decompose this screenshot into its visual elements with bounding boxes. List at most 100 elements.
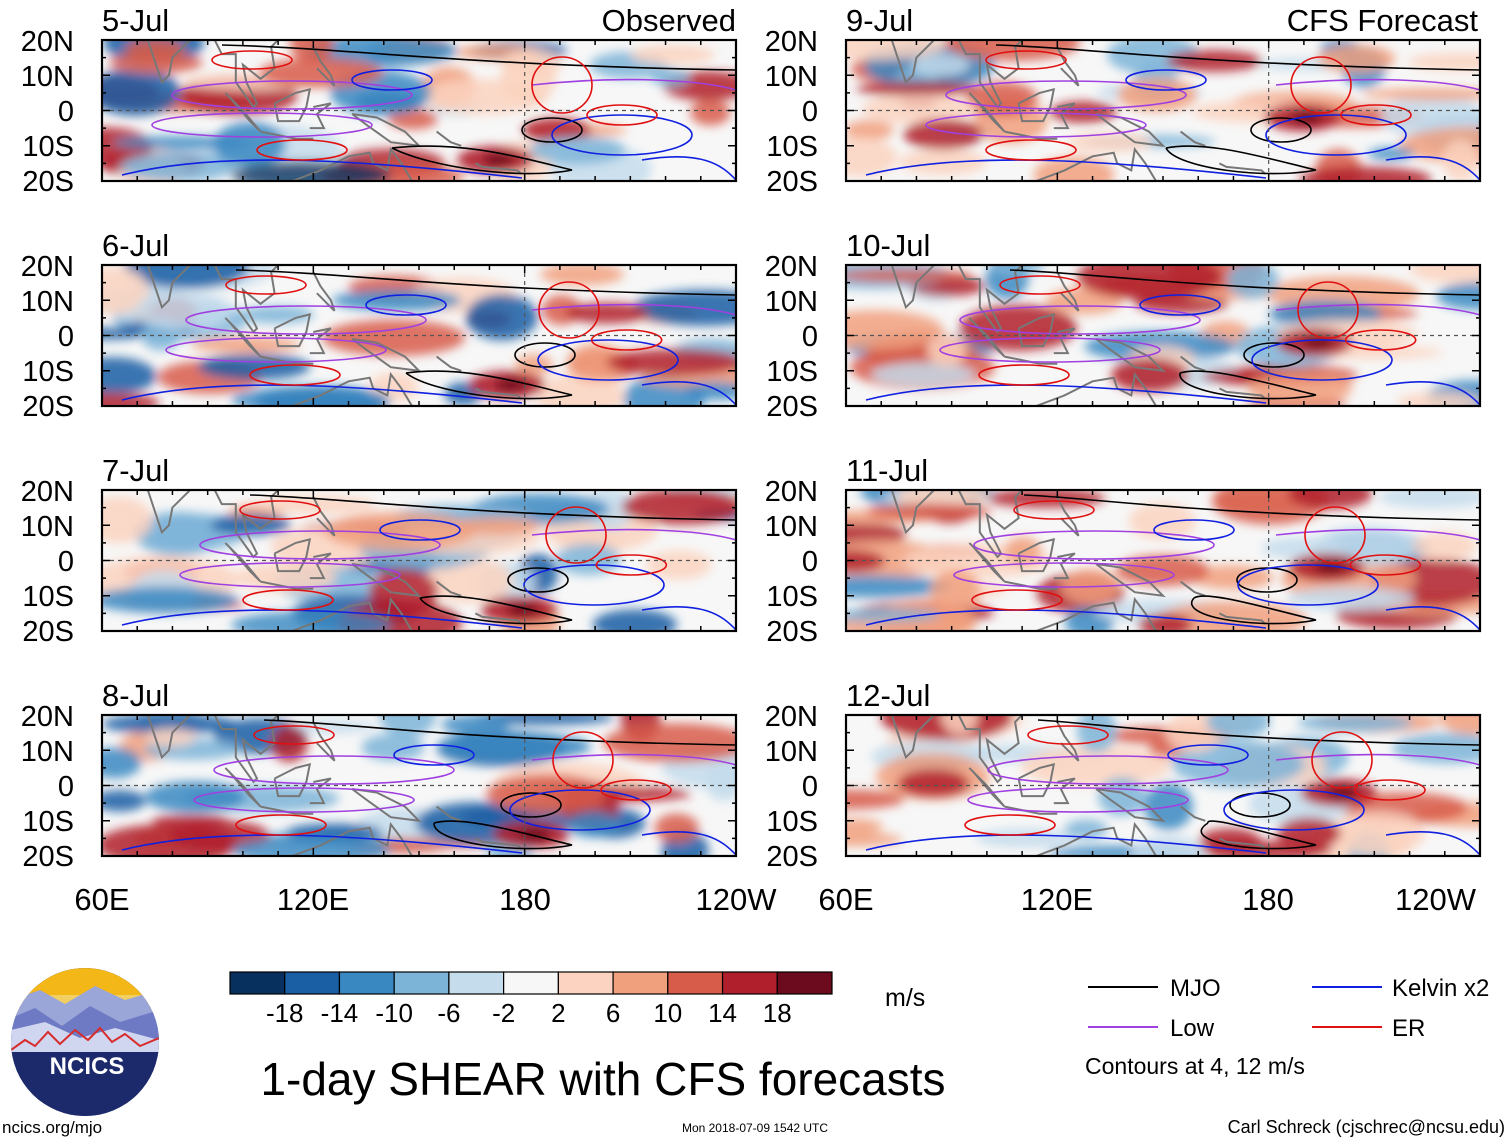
panel-date: 11-Jul xyxy=(846,453,928,488)
lat-label: 0 xyxy=(802,321,818,353)
lat-label: 20S xyxy=(22,166,74,198)
figure-title: 1-day SHEAR with CFS forecasts xyxy=(260,1053,945,1105)
wave-contours xyxy=(121,44,736,181)
colorbar-tick-label: -10 xyxy=(375,998,413,1028)
lon-label: 120E xyxy=(277,882,349,917)
lat-label: 0 xyxy=(58,771,74,803)
lat-label: 10S xyxy=(22,356,74,388)
lat-label: 20N xyxy=(21,26,74,58)
colorbar-tick-label: -14 xyxy=(321,998,359,1028)
ncics-logo: NCICS xyxy=(11,968,159,1116)
wave-contours xyxy=(121,269,736,406)
lat-label: 10S xyxy=(766,581,818,613)
lat-label: 20S xyxy=(22,391,74,423)
colorbar-tick-label: -2 xyxy=(492,998,515,1028)
lat-label: 20N xyxy=(765,476,818,508)
lat-label: 20S xyxy=(22,841,74,873)
lon-label: 60E xyxy=(818,882,873,917)
lat-label: 20S xyxy=(766,616,818,648)
footer-url: ncics.org/mjo xyxy=(2,1118,102,1137)
legend: MJO Kelvin x2 Low ER Contours at 4, 12 m… xyxy=(1085,975,1489,1079)
wave-contours xyxy=(865,494,1480,631)
colorbar-tick-label: -18 xyxy=(266,998,304,1028)
lat-label: 10N xyxy=(21,736,74,768)
lat-label: 10S xyxy=(22,806,74,838)
colorbar-swatch xyxy=(338,971,395,995)
lat-label: 10N xyxy=(765,61,818,93)
forecast-label: CFS Forecast xyxy=(1287,3,1479,38)
colorbar-swatch xyxy=(448,971,505,995)
lat-label: 10S xyxy=(766,131,818,163)
lat-label: 10S xyxy=(766,806,818,838)
lon-label: 60E xyxy=(74,882,129,917)
colorbar-tick-label: 6 xyxy=(606,998,620,1028)
lat-label: 20S xyxy=(766,166,818,198)
coastline xyxy=(890,265,1266,406)
colorbar-tick-label: 18 xyxy=(763,998,792,1028)
colorbar-tick-label: 10 xyxy=(653,998,682,1028)
lon-label: 120E xyxy=(1021,882,1093,917)
colorbar-swatch xyxy=(776,971,833,995)
legend-label-mjo: MJO xyxy=(1170,975,1221,1002)
legend-label-low: Low xyxy=(1170,1015,1215,1042)
lon-axis-left: 60E 120E 180 120W xyxy=(74,882,777,917)
lon-label: 180 xyxy=(499,882,551,917)
contours-note: Contours at 4, 12 m/s xyxy=(1085,1053,1305,1079)
colorbar-swatch xyxy=(503,971,559,995)
panel-date: 12-Jul xyxy=(846,678,930,713)
wave-contours xyxy=(865,44,1480,181)
wave-contours xyxy=(121,494,736,631)
colorbar-swatch xyxy=(557,971,614,995)
logo-text: NCICS xyxy=(50,1053,125,1080)
lat-label: 0 xyxy=(802,771,818,803)
coastline xyxy=(146,715,522,856)
lat-label: 0 xyxy=(802,96,818,128)
colorbar-swatch xyxy=(721,971,778,995)
colorbar-tick-label: 14 xyxy=(708,998,737,1028)
lat-label: 20S xyxy=(766,841,818,873)
lat-label: 10N xyxy=(21,511,74,543)
colorbar-swatch xyxy=(284,971,341,995)
lat-label: 10N xyxy=(765,286,818,318)
lon-label: 120W xyxy=(1395,882,1477,917)
coastline xyxy=(146,265,522,406)
lat-label: 10N xyxy=(21,61,74,93)
wave-contours xyxy=(865,269,1480,406)
lat-label: 10S xyxy=(766,356,818,388)
panel-date: 6-Jul xyxy=(102,228,169,263)
panel-date: 9-Jul xyxy=(846,3,913,38)
wave-contours xyxy=(121,719,736,856)
lat-label: 10N xyxy=(21,286,74,318)
map-panels: 5-Jul20N10N010S20S6-Jul20N10N010S20S7-Ju… xyxy=(21,3,1482,873)
colorbar-swatch xyxy=(229,971,286,995)
lat-label: 20N xyxy=(21,701,74,733)
colorbar-units: m/s xyxy=(885,984,925,1012)
lat-label: 20N xyxy=(765,26,818,58)
panel-date: 10-Jul xyxy=(846,228,930,263)
lat-label: 0 xyxy=(58,546,74,578)
lat-label: 20S xyxy=(22,616,74,648)
lat-label: 20N xyxy=(765,251,818,283)
legend-label-kelvin: Kelvin x2 xyxy=(1392,975,1489,1002)
colorbar-tick-label: -6 xyxy=(437,998,460,1028)
lat-label: 0 xyxy=(802,546,818,578)
lat-label: 0 xyxy=(58,321,74,353)
panel-date: 7-Jul xyxy=(102,453,169,488)
lat-label: 10N xyxy=(765,736,818,768)
legend-label-er: ER xyxy=(1392,1015,1425,1042)
lat-label: 0 xyxy=(58,96,74,128)
lat-label: 20N xyxy=(21,476,74,508)
coastline xyxy=(890,715,1266,856)
lat-label: 20N xyxy=(21,251,74,283)
wave-contours xyxy=(865,719,1480,856)
colorbar-swatch xyxy=(393,971,450,995)
footer-timestamp: Mon 2018-07-09 1542 UTC xyxy=(682,1121,828,1135)
lat-label: 20S xyxy=(766,391,818,423)
colorbar-swatch xyxy=(612,971,669,995)
